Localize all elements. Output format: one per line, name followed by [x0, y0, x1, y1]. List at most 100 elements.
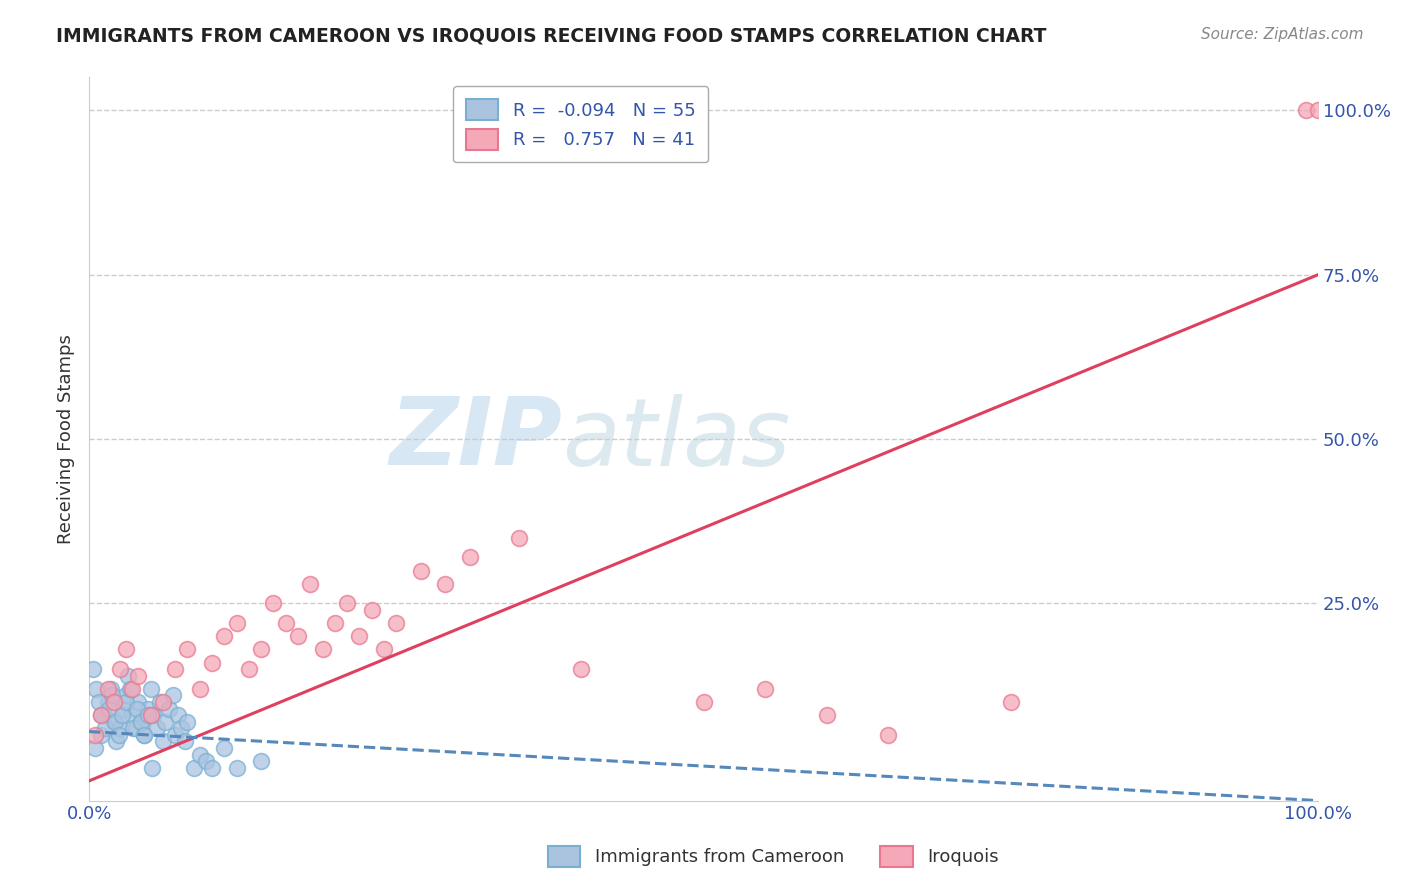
Text: IMMIGRANTS FROM CAMEROON VS IROQUOIS RECEIVING FOOD STAMPS CORRELATION CHART: IMMIGRANTS FROM CAMEROON VS IROQUOIS REC… — [56, 27, 1046, 45]
Point — [152, 695, 174, 709]
Point — [94, 721, 117, 735]
Point — [115, 695, 138, 709]
Point — [125, 701, 148, 715]
Point — [108, 662, 131, 676]
Point — [104, 714, 127, 729]
Point — [349, 629, 371, 643]
Point — [115, 642, 138, 657]
Point — [274, 616, 297, 631]
Point — [183, 761, 205, 775]
Point — [96, 695, 118, 709]
Point — [157, 701, 180, 715]
Point — [139, 681, 162, 696]
Point — [118, 681, 141, 696]
Point — [115, 689, 138, 703]
Point — [225, 761, 247, 775]
Point — [311, 642, 333, 657]
Point — [121, 708, 143, 723]
Point — [136, 701, 159, 715]
Point — [569, 662, 592, 676]
Point — [127, 669, 149, 683]
Text: atlas: atlas — [562, 393, 790, 484]
Legend: Immigrants from Cameroon, Iroquois: Immigrants from Cameroon, Iroquois — [541, 838, 1005, 874]
Point — [155, 714, 177, 729]
Point — [165, 662, 187, 676]
Point — [287, 629, 309, 643]
Point — [201, 761, 224, 775]
Point — [86, 681, 108, 696]
Point — [134, 728, 156, 742]
Point — [105, 734, 128, 748]
Point — [145, 721, 167, 735]
Point — [214, 629, 236, 643]
Point — [82, 662, 104, 676]
Point — [152, 734, 174, 748]
Point — [225, 616, 247, 631]
Text: ZIP: ZIP — [389, 393, 562, 485]
Point — [214, 741, 236, 756]
Point — [238, 662, 260, 676]
Point — [336, 596, 359, 610]
Point — [129, 714, 152, 729]
Point — [170, 721, 193, 735]
Point — [107, 728, 129, 742]
Y-axis label: Receiving Food Stamps: Receiving Food Stamps — [58, 334, 75, 544]
Point — [508, 531, 530, 545]
Point — [149, 695, 172, 709]
Point — [176, 714, 198, 729]
Point — [250, 642, 273, 657]
Point — [385, 616, 408, 631]
Point — [692, 695, 714, 709]
Point — [141, 761, 163, 775]
Point — [162, 689, 184, 703]
Point — [754, 681, 776, 696]
Point — [127, 695, 149, 709]
Point — [360, 603, 382, 617]
Point — [409, 564, 432, 578]
Point — [877, 728, 900, 742]
Point — [90, 728, 112, 742]
Point — [299, 576, 322, 591]
Text: Source: ZipAtlas.com: Source: ZipAtlas.com — [1201, 27, 1364, 42]
Point — [134, 728, 156, 742]
Point — [87, 695, 110, 709]
Legend: R =  -0.094   N = 55, R =   0.757   N = 41: R = -0.094 N = 55, R = 0.757 N = 41 — [453, 87, 709, 162]
Point — [101, 689, 124, 703]
Point — [108, 721, 131, 735]
Point — [434, 576, 457, 591]
Point — [125, 721, 148, 735]
Point — [323, 616, 346, 631]
Point — [176, 642, 198, 657]
Point — [139, 708, 162, 723]
Point — [84, 728, 107, 742]
Point — [121, 681, 143, 696]
Point — [194, 754, 217, 768]
Point — [1308, 103, 1330, 118]
Point — [1000, 695, 1022, 709]
Point — [103, 695, 125, 709]
Point — [188, 747, 211, 762]
Point — [97, 701, 120, 715]
Point — [84, 741, 107, 756]
Point — [166, 708, 188, 723]
Point — [117, 669, 139, 683]
Point — [165, 728, 187, 742]
Point — [142, 708, 165, 723]
Point — [373, 642, 395, 657]
Point — [1295, 103, 1317, 118]
Point — [250, 754, 273, 768]
Point — [122, 721, 145, 735]
Point — [136, 708, 159, 723]
Point — [174, 734, 197, 748]
Point — [188, 681, 211, 696]
Point — [458, 550, 481, 565]
Point — [111, 708, 134, 723]
Point — [96, 681, 118, 696]
Point — [815, 708, 838, 723]
Point — [129, 714, 152, 729]
Point — [90, 708, 112, 723]
Point — [201, 656, 224, 670]
Point — [90, 708, 112, 723]
Point — [103, 714, 125, 729]
Point — [262, 596, 284, 610]
